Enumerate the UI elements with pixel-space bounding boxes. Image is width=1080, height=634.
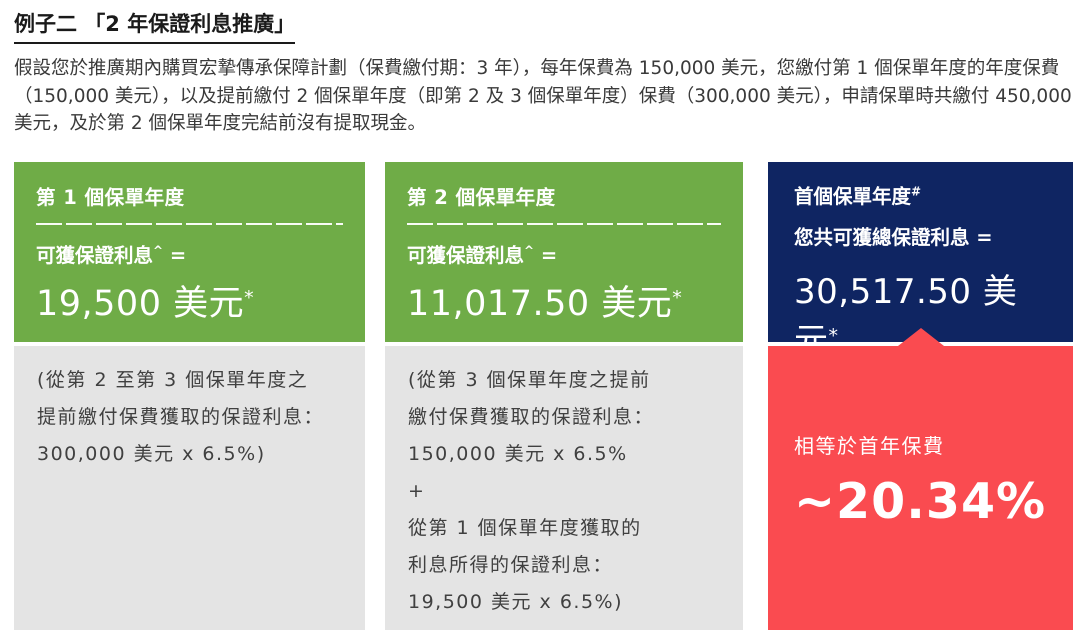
detail-box-1: (從第 2 至第 3 個保單年度之 提前繳付保費獲取的保證利息： 300,000…	[14, 346, 365, 630]
interest-label-1-text: 可獲保證利息	[36, 244, 154, 267]
arrow-up-icon	[897, 328, 944, 346]
hash-superscript: #	[911, 184, 922, 199]
detail-line: 提前繳付保費獲取的保證利息：	[37, 406, 325, 428]
equals-sign: =	[163, 244, 187, 267]
total-box-header-text: 首個保單年度	[794, 185, 912, 208]
asterisk-superscript: *	[244, 287, 255, 310]
dashed-divider	[36, 223, 343, 225]
total-box-header: 首個保單年度#	[794, 180, 1047, 209]
policy-year-2-header: 第 2 個保單年度	[407, 186, 556, 209]
detail-line: 繳付保費獲取的保證利息：	[408, 406, 655, 428]
asterisk-superscript: *	[828, 324, 839, 347]
total-interest-label: 您共可獲總保證利息 =	[794, 226, 993, 249]
equals-sign: =	[534, 244, 558, 267]
caret-superscript: ^	[524, 243, 535, 258]
total-interest-amount-text: 30,517.50 美元	[794, 272, 1018, 361]
interest-amount-2: 11,017.50 美元*	[407, 275, 721, 326]
detail-line: (從第 3 個保單年度之提前	[408, 369, 651, 391]
interest-label-1: 可獲保證利息^ =	[36, 239, 343, 268]
highlight-percentage: ~20.34%	[794, 473, 1047, 530]
highlight-label: 相等於首年保費	[794, 434, 945, 458]
interest-amount-1-text: 19,500 美元	[36, 284, 245, 324]
intro-paragraph: 假設您於推廣期內購買宏摯傳承保障計劃（保費繳付期：3 年），每年保費為 150,…	[14, 58, 1072, 134]
policy-year-1-box: 第 1 個保單年度 可獲保證利息^ = 19,500 美元*	[14, 162, 365, 342]
policy-year-1-header: 第 1 個保單年度	[36, 186, 185, 209]
detail-line: 19,500 美元 x 6.5%)	[408, 591, 624, 613]
first-year-premium-box: 相等於首年保費 ~20.34%	[768, 328, 1073, 630]
detail-line: +	[408, 480, 426, 502]
detail-line: 300,000 美元 x 6.5%)	[37, 443, 266, 465]
interest-amount-2-text: 11,017.50 美元	[407, 284, 673, 324]
interest-label-2: 可獲保證利息^ =	[407, 239, 721, 268]
policy-year-2-box: 第 2 個保單年度 可獲保證利息^ = 11,017.50 美元*	[385, 162, 743, 342]
interest-label-2-text: 可獲保證利息	[407, 244, 525, 267]
interest-amount-1: 19,500 美元*	[36, 275, 343, 326]
page-title: 例子二 「2 年保證利息推廣」	[14, 8, 296, 44]
asterisk-superscript: *	[672, 287, 683, 310]
dashed-divider	[407, 223, 721, 225]
detail-line: 從第 1 個保單年度獲取的	[408, 517, 642, 539]
total-interest-box: 首個保單年度# 您共可獲總保證利息 = 30,517.50 美元*	[768, 162, 1073, 361]
total-interest-amount: 30,517.50 美元*	[794, 264, 1047, 362]
detail-line: 150,000 美元 x 6.5%	[408, 443, 628, 465]
detail-line: 利息所得的保證利息：	[408, 554, 614, 576]
detail-box-2: (從第 3 個保單年度之提前 繳付保費獲取的保證利息： 150,000 美元 x…	[385, 346, 743, 630]
caret-superscript: ^	[153, 243, 164, 258]
detail-line: (從第 2 至第 3 個保單年度之	[37, 369, 309, 391]
